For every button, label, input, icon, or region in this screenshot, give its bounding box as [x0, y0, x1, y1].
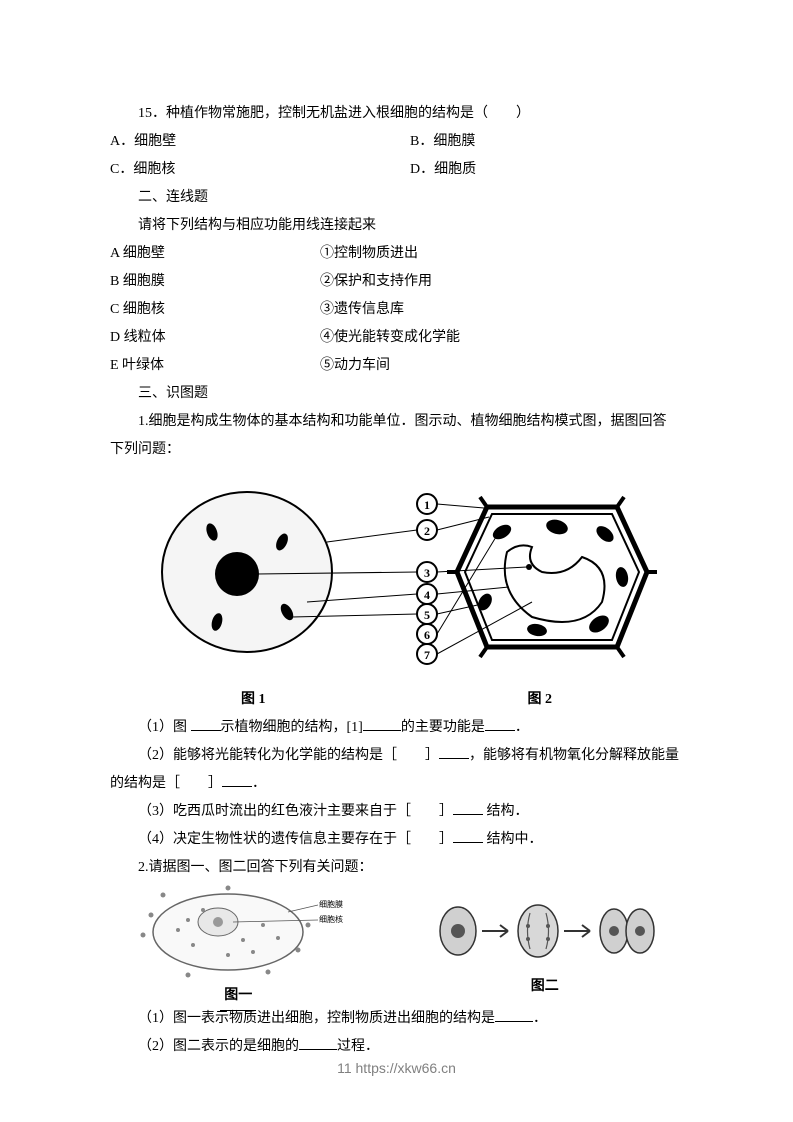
blank-fill[interactable]: [495, 1008, 533, 1022]
blank-fill[interactable]: [191, 717, 221, 731]
cell-diagram-figure: 1 2 3 4 5 6 7: [110, 472, 683, 682]
q3-1-sub3a: （3）吃西瓜时流出的红色液汁主要来自于［ ］: [138, 804, 453, 819]
match-A-left: A 细胞壁: [110, 240, 320, 268]
q3-2-intro: 2.请据图一、图二回答下列有关问题：: [110, 854, 683, 882]
match-C-left: C 细胞核: [110, 296, 320, 324]
q3-1-sub4b: 结构中．: [483, 832, 543, 847]
annot-nucleus: 细胞核: [319, 914, 343, 924]
q3-2-sub1b: ．: [533, 1011, 547, 1026]
q3-1-sub1a: （1）图: [138, 720, 191, 735]
annot-membrane: 细胞膜: [319, 899, 343, 909]
match-E-right: ⑤动力车间: [320, 352, 683, 380]
q15-text: 15．种植作物常施肥，控制无机盐进入根细胞的结构是（ ）: [110, 100, 683, 128]
q3-1-intro1: 1.细胞是构成生物体的基本结构和功能单位．图示动、植物细胞结构模式图，据图回答: [110, 408, 683, 436]
match-A-right: ①控制物质进出: [320, 240, 683, 268]
footer-url: https://xkw66.cn: [356, 1060, 456, 1076]
q3-2-sub2a: （2）图二表示的是细胞的: [138, 1039, 299, 1054]
blank-fill[interactable]: [453, 801, 483, 815]
q3-1-sub4a: （4）决定生物性状的遗传信息主要存在于［ ］: [138, 832, 453, 847]
q3-1-sub1: （1）图 示植物细胞的结构，[1] 的主要功能是 ．: [110, 714, 683, 742]
q3-1-sub2b: ，能够将有机物氧化分解释放能量: [469, 748, 679, 763]
svg-text:2: 2: [424, 524, 430, 538]
blank-fill[interactable]: [363, 717, 401, 731]
q3-2-sub1: （1）图一表示物质进出细胞，控制物质进出细胞的结构是 ．: [110, 1005, 683, 1033]
match-B-right: ②保护和支持作用: [320, 268, 683, 296]
match-intro: 请将下列结构与相应功能用线连接起来: [110, 212, 683, 240]
q3-2-sub2b: 过程．: [337, 1039, 379, 1054]
section2-heading: 二、连线题: [110, 184, 683, 212]
q3-1-sub3: （3）吃西瓜时流出的红色液汁主要来自于［ ］ 结构．: [110, 798, 683, 826]
svg-text:1: 1: [424, 498, 430, 512]
blank-fill[interactable]: [453, 829, 483, 843]
svg-text:3: 3: [424, 566, 430, 580]
match-C-right: ③遗传信息库: [320, 296, 683, 324]
q3-1-sub2-line2: 的结构是［ ］ ．: [110, 770, 683, 798]
match-E-left: E 叶绿体: [110, 352, 320, 380]
q3-1-sub1d: ．: [515, 720, 529, 735]
figure-labels-row: 图 1 图 2: [110, 686, 683, 714]
q15-optD: D．细胞质: [410, 156, 683, 184]
blank-fill[interactable]: [439, 745, 469, 759]
q15-optA: A．细胞壁: [110, 128, 410, 156]
q3-1-sub2c: 的结构是［ ］: [110, 776, 222, 791]
q3-1-sub1b: 示植物细胞的结构，[1]: [221, 720, 363, 735]
blank-fill[interactable]: [222, 773, 252, 787]
q15-optC: C．细胞核: [110, 156, 410, 184]
q3-1-sub2d: ．: [252, 776, 266, 791]
match-D-left: D 线粒体: [110, 324, 320, 352]
q15-optB: B．细胞膜: [410, 128, 683, 156]
svg-text:5: 5: [424, 608, 430, 622]
page-number: 11: [337, 1060, 352, 1076]
svg-text:7: 7: [424, 648, 430, 662]
blank-fill[interactable]: [485, 717, 515, 731]
q3-1-intro2: 下列问题：: [110, 436, 683, 464]
fig2-2-label: 图二: [531, 973, 559, 1001]
q3-1-sub3b: 结构．: [483, 804, 529, 819]
svg-text:4: 4: [424, 588, 430, 602]
fig1-label: 图 1: [241, 686, 266, 714]
fig-box-2: 图二: [430, 891, 660, 1001]
q3-1-sub2a: （2）能够将光能转化为化学能的结构是［ ］: [138, 748, 439, 763]
page-footer: 11 https://xkw66.cn: [0, 1054, 793, 1082]
q3-1-sub4: （4）决定生物性状的遗传信息主要存在于［ ］ 结构中．: [110, 826, 683, 854]
q3-1-sub2-line1: （2）能够将光能转化为化学能的结构是［ ］ ，能够将有机物氧化分解释放能量: [110, 742, 683, 770]
section3-heading: 三、识图题: [110, 380, 683, 408]
match-B-left: B 细胞膜: [110, 268, 320, 296]
fig-box-1: 细胞膜 细胞核 图一: [133, 880, 343, 1011]
fig2-label: 图 2: [528, 686, 553, 714]
q3-2-sub1a: （1）图一表示物质进出细胞，控制物质进出细胞的结构是: [138, 1011, 495, 1026]
svg-text:6: 6: [424, 628, 430, 642]
q3-1-sub1c: 的主要功能是: [401, 720, 485, 735]
figure-block-2: 细胞膜 细胞核 图一 图二: [110, 888, 683, 1003]
match-D-right: ④使光能转变成化学能: [320, 324, 683, 352]
blank-fill[interactable]: [299, 1036, 337, 1050]
